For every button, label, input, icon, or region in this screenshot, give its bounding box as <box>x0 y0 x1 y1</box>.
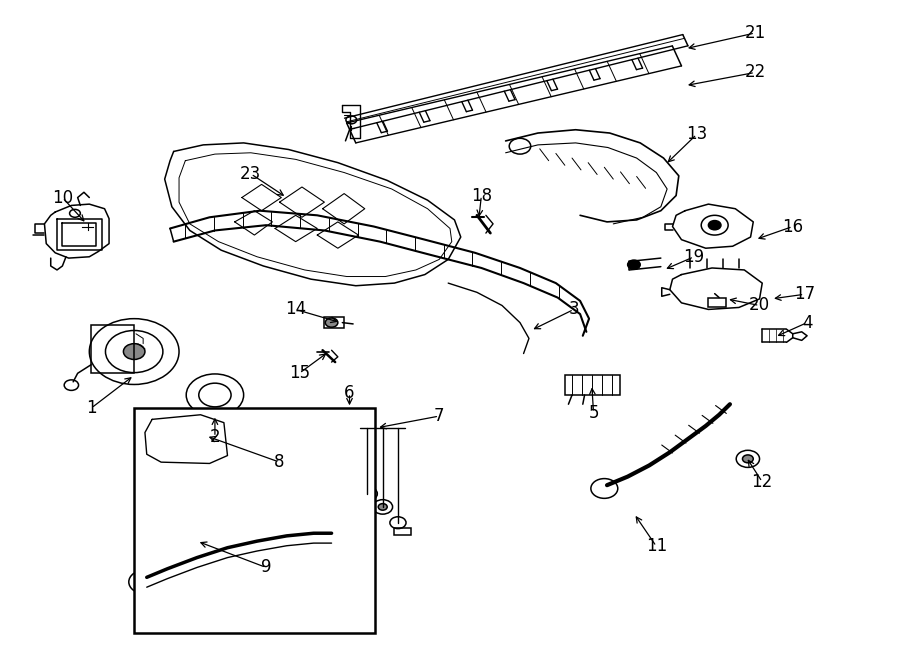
Bar <box>324 317 344 328</box>
Circle shape <box>363 490 372 497</box>
Text: 17: 17 <box>794 286 815 303</box>
Text: 2: 2 <box>210 428 220 446</box>
Text: 19: 19 <box>683 248 705 266</box>
Text: 21: 21 <box>744 24 766 42</box>
Text: 3: 3 <box>569 301 579 319</box>
Bar <box>394 528 410 535</box>
Text: 4: 4 <box>802 313 813 332</box>
Bar <box>91 325 134 373</box>
Text: 16: 16 <box>782 217 804 235</box>
Text: 8: 8 <box>274 453 284 471</box>
Text: 1: 1 <box>86 399 96 417</box>
Text: 20: 20 <box>749 297 770 315</box>
Text: 7: 7 <box>434 407 445 425</box>
Text: 13: 13 <box>686 126 707 143</box>
Text: 18: 18 <box>471 186 492 204</box>
Text: 23: 23 <box>240 165 261 183</box>
Circle shape <box>742 455 753 463</box>
Text: 5: 5 <box>589 404 598 422</box>
Text: 10: 10 <box>52 188 73 206</box>
Text: 9: 9 <box>261 559 271 576</box>
Text: 6: 6 <box>345 384 355 402</box>
Text: 12: 12 <box>752 473 773 491</box>
Circle shape <box>123 344 145 360</box>
Circle shape <box>378 504 387 510</box>
Text: 22: 22 <box>744 63 766 81</box>
Bar <box>565 375 620 395</box>
Circle shape <box>708 221 721 230</box>
Text: 15: 15 <box>289 364 310 382</box>
Text: 11: 11 <box>645 537 667 555</box>
Bar <box>134 408 374 633</box>
Circle shape <box>627 260 640 269</box>
Bar <box>708 297 726 307</box>
Text: 14: 14 <box>285 301 306 319</box>
Circle shape <box>325 318 338 327</box>
